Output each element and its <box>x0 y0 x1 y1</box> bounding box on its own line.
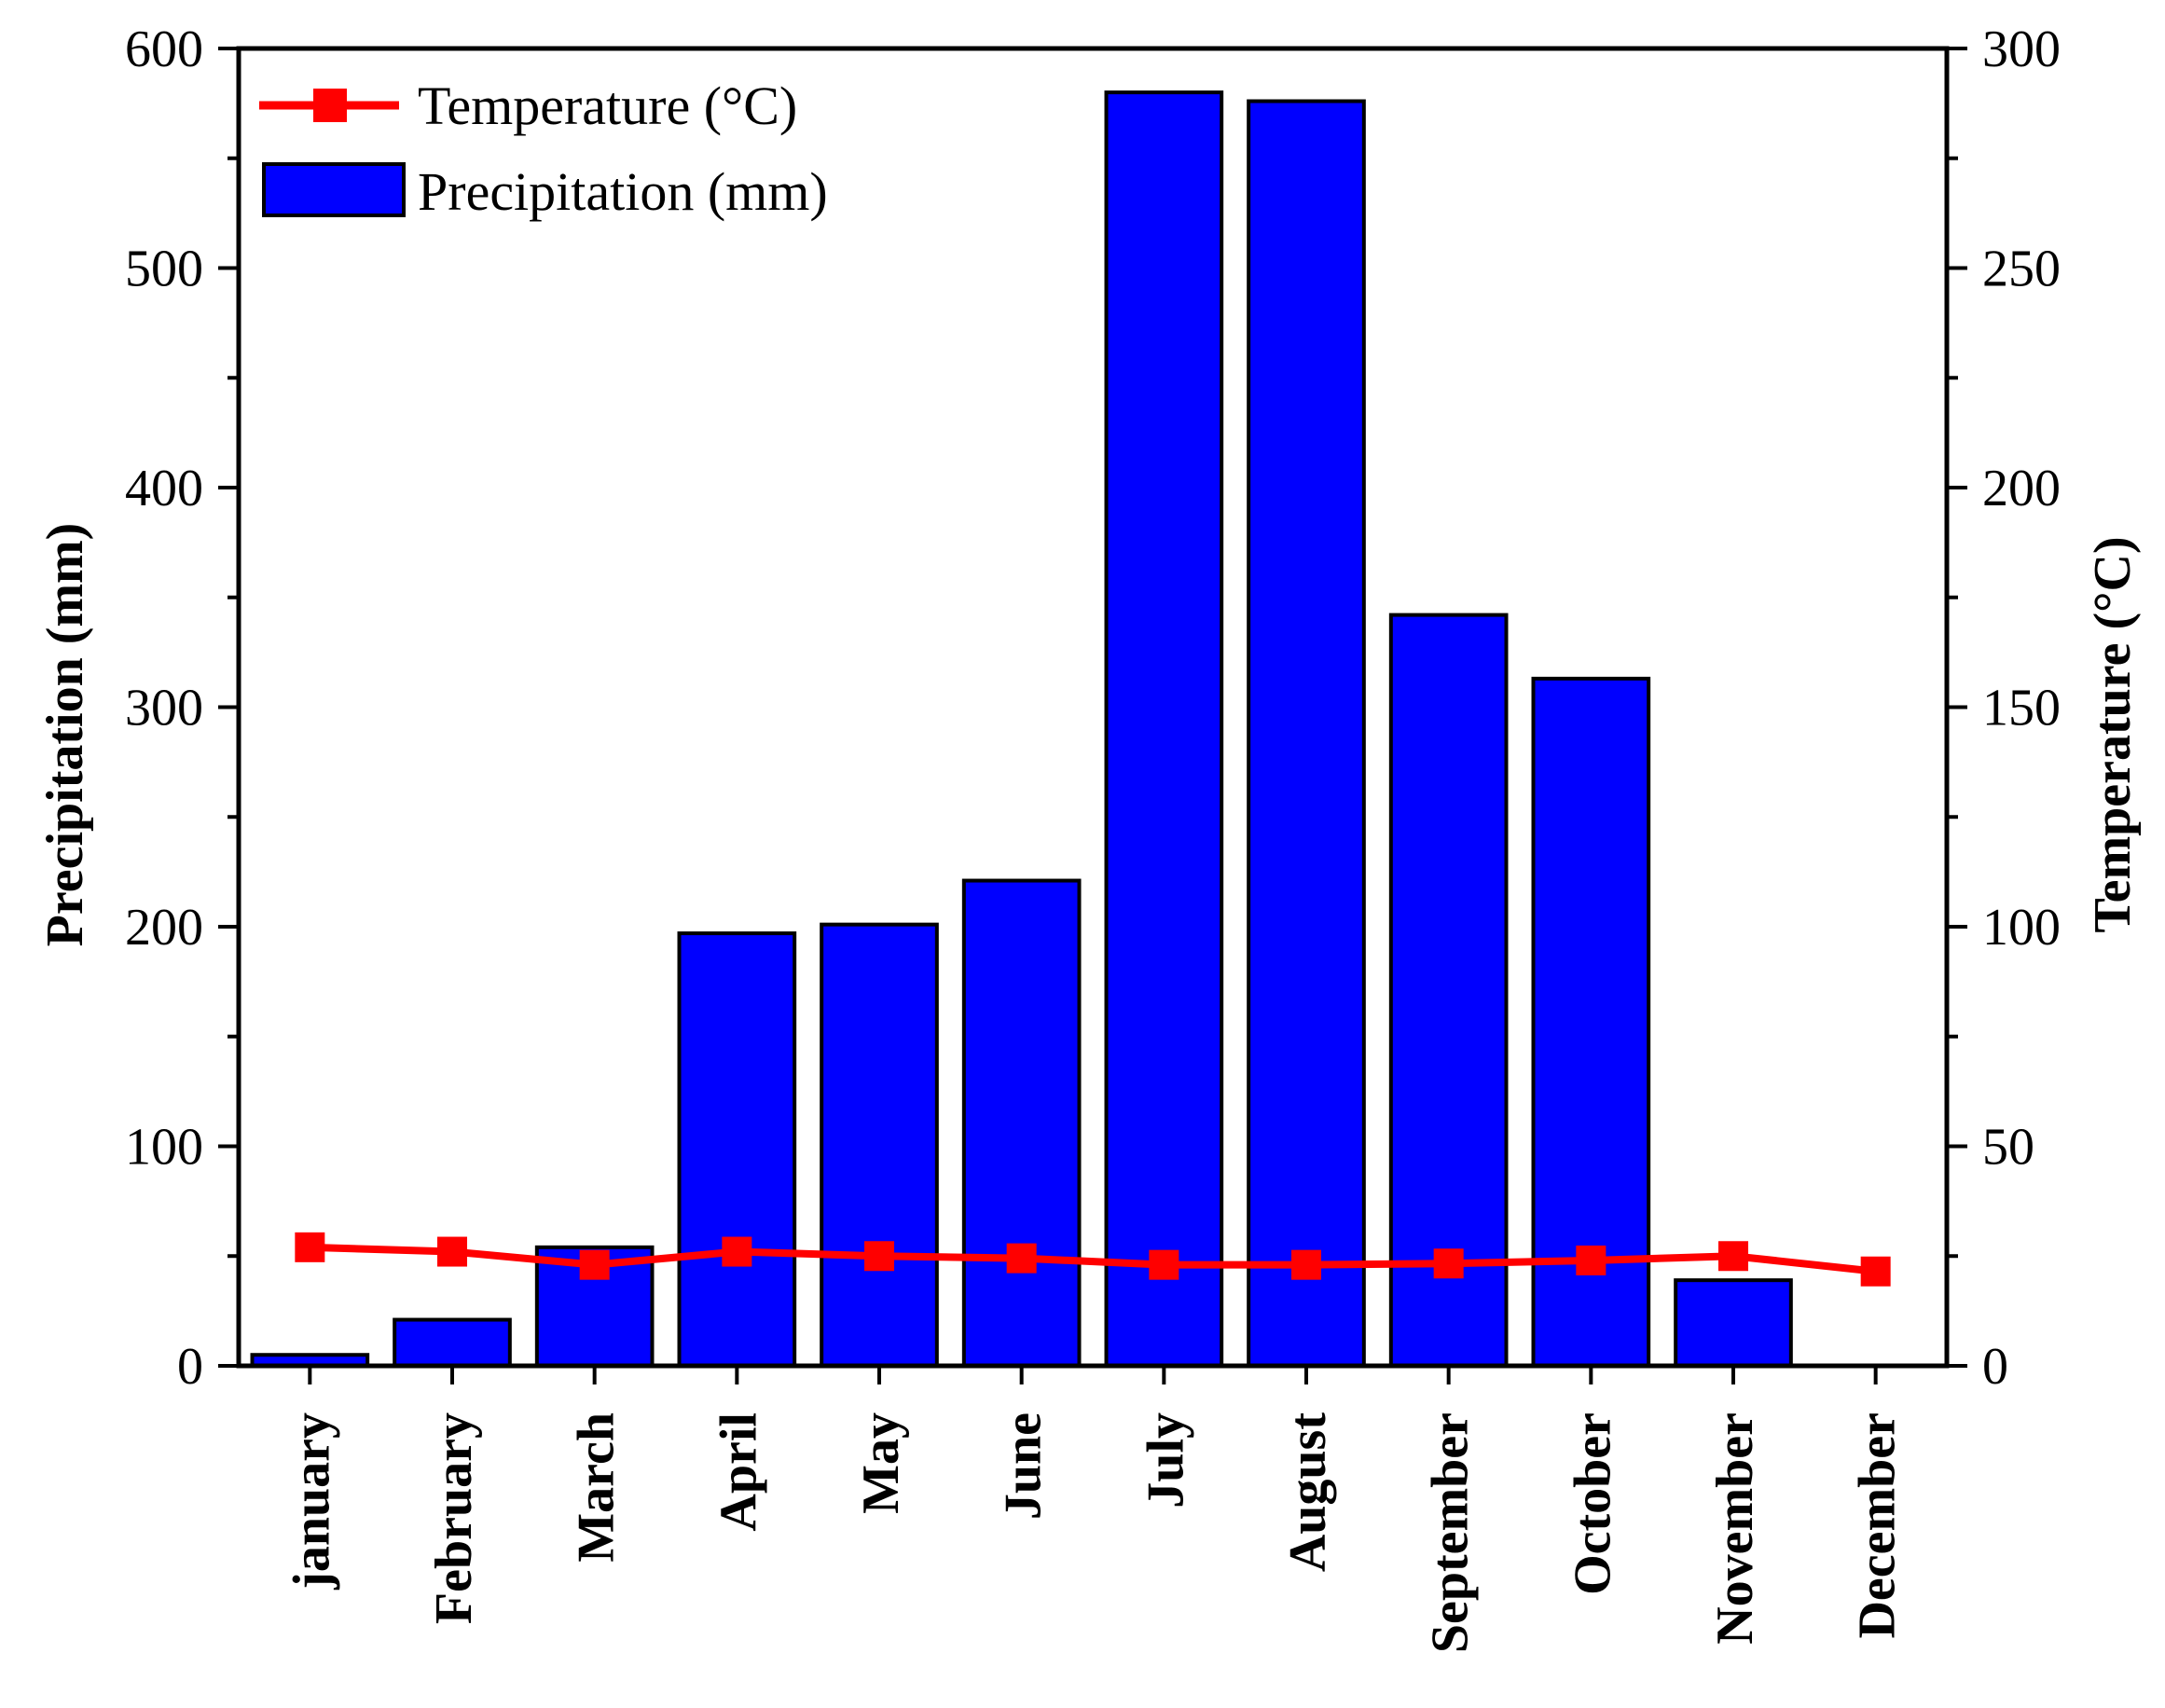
left-axis-tick-label: 0 <box>177 1338 203 1396</box>
temperature-point-september <box>1433 1248 1464 1279</box>
bars-layer <box>250 90 1793 1369</box>
left-axis-tick-label: 200 <box>125 899 203 957</box>
legend-temperature-label: Temperature (°C) <box>418 76 797 136</box>
legend-precipitation-swatch <box>262 162 406 217</box>
right-axis-tick-label: 250 <box>1982 241 2061 298</box>
left-axis-tick-label: 100 <box>125 1119 203 1177</box>
legend: Temperature (°C) Precipitation (mm) <box>259 76 828 222</box>
temperature-line-layer <box>295 1232 1891 1287</box>
precipitation-bar-august <box>1247 99 1366 1368</box>
temperature-point-february <box>437 1236 467 1267</box>
temperature-point-june <box>1006 1243 1037 1274</box>
legend-precipitation-label: Precipitation (mm) <box>418 161 828 222</box>
right-axis-tick-label: 150 <box>1982 680 2061 737</box>
x-axis-label-february: February <box>425 1412 483 1624</box>
precipitation-bar-november <box>1674 1278 1793 1369</box>
precipitation-bar-february <box>393 1317 512 1369</box>
precipitation-bar-march <box>534 1245 655 1368</box>
x-axis-label-november: November <box>1706 1412 1764 1645</box>
temperature-point-november <box>1718 1241 1748 1272</box>
legend-temperature-marker <box>313 89 347 122</box>
right-axis-tick-label: 50 <box>1982 1119 2034 1177</box>
x-axis-label-march: March <box>568 1412 626 1563</box>
right-axis-tick-label: 0 <box>1982 1338 2008 1396</box>
x-axis-label-august: August <box>1279 1412 1337 1573</box>
precipitation-bar-june <box>961 878 1082 1368</box>
temperature-point-july <box>1149 1249 1179 1280</box>
left-axis-tick-label: 600 <box>125 21 203 78</box>
x-axis-label-july: July <box>1137 1412 1194 1508</box>
right-axis-tick-label: 200 <box>1982 460 2061 517</box>
x-axis-label-may: May <box>852 1412 910 1514</box>
y-axis-title-right: Temperature (°C) <box>2084 536 2142 932</box>
precipitation-bar-may <box>820 922 939 1369</box>
temperature-point-august <box>1291 1249 1321 1280</box>
precipitation-bar-april <box>677 931 797 1368</box>
x-axis-label-january: january <box>283 1412 340 1591</box>
x-axis-label-september: September <box>1422 1412 1480 1653</box>
temperature-point-october <box>1576 1245 1607 1275</box>
axes-layer: 0 100 200 300 400 500 600 0 50 100 150 200 250 300 jan… <box>125 21 2061 1653</box>
precipitation-bar-july <box>1104 90 1224 1369</box>
temperature-point-january <box>295 1232 325 1262</box>
x-axis-label-october: October <box>1564 1412 1621 1595</box>
right-axis-tick-label: 100 <box>1982 899 2061 957</box>
temperature-point-march <box>579 1249 610 1280</box>
left-axis-tick-label: 400 <box>125 460 203 517</box>
temperature-point-december <box>1860 1256 1891 1287</box>
temperature-line <box>310 1243 1877 1275</box>
x-axis-label-june: June <box>995 1412 1053 1520</box>
temperature-point-april <box>722 1236 752 1267</box>
right-axis-tick-label: 300 <box>1982 21 2061 78</box>
left-axis-tick-label: 500 <box>125 241 203 298</box>
left-axis-tick-label: 300 <box>125 680 203 737</box>
x-axis-label-december: December <box>1849 1412 1907 1639</box>
x-axis-label-april: April <box>710 1412 767 1532</box>
y-axis-title-left: Precipitation (mm) <box>36 523 94 947</box>
temperature-point-may <box>864 1241 894 1272</box>
plot-frame <box>236 46 1950 1369</box>
